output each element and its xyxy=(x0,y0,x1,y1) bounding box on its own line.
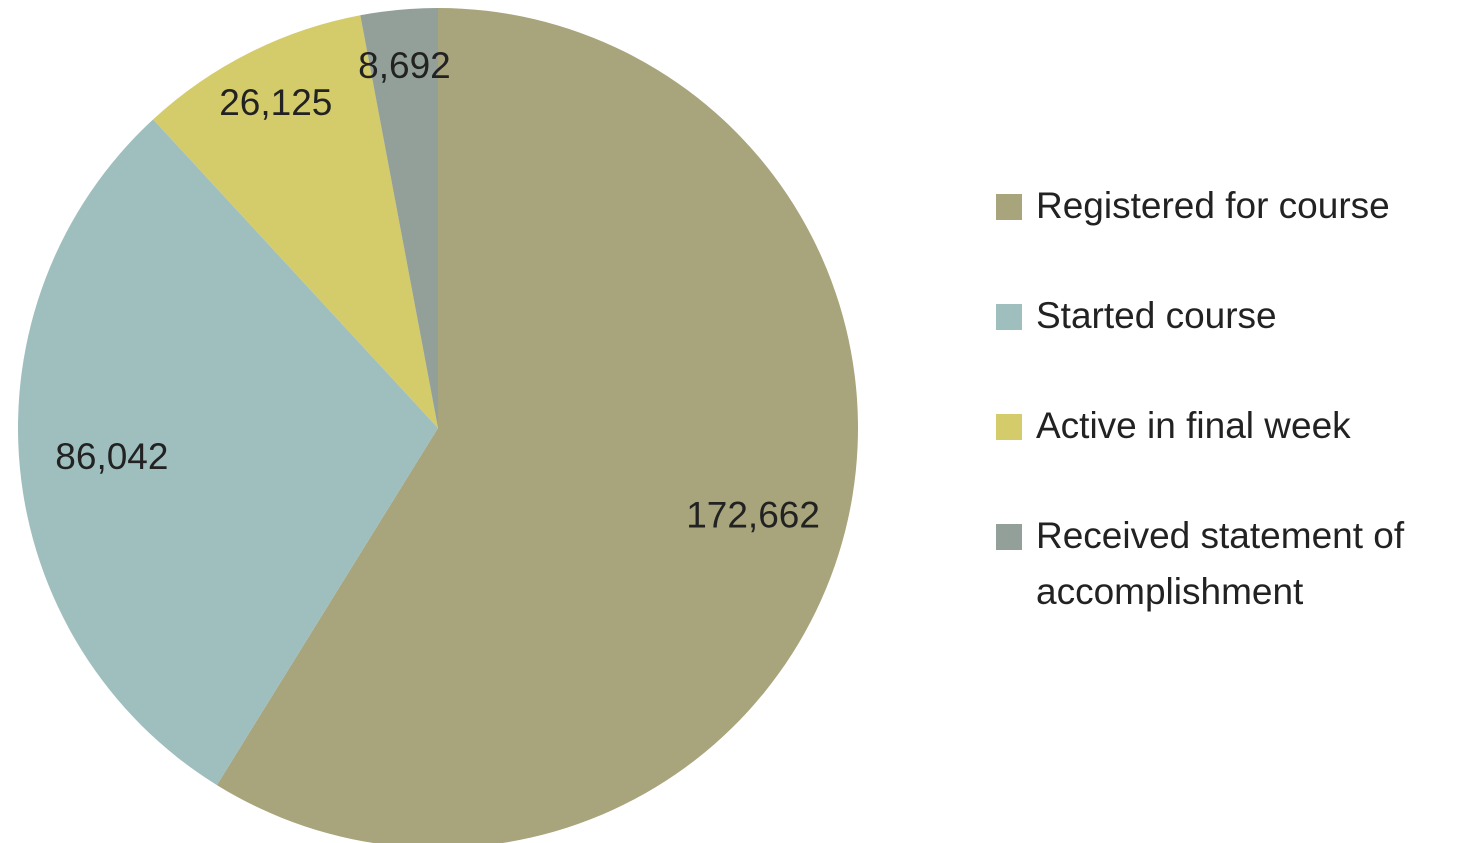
pie-slice xyxy=(216,8,858,843)
legend-item: Received statement of accomplishment xyxy=(996,508,1476,620)
data-label: 26,125 xyxy=(219,82,332,123)
legend-item: Active in final week xyxy=(996,398,1476,454)
legend-swatch xyxy=(996,524,1022,550)
data-label: 172,662 xyxy=(686,494,820,535)
pie-slice xyxy=(360,8,438,428)
legend-swatch xyxy=(996,304,1022,330)
legend-item: Started course xyxy=(996,288,1476,344)
legend-label: Started course xyxy=(1036,295,1277,336)
legend-label: Received statement of accomplishment xyxy=(1036,515,1405,612)
legend-swatch xyxy=(996,194,1022,220)
data-label: 8,692 xyxy=(358,45,451,86)
pie-slice xyxy=(153,15,438,428)
legend-item: Registered for course xyxy=(996,178,1476,234)
pie-slice xyxy=(17,119,438,786)
data-label: 86,042 xyxy=(55,436,168,477)
legend-swatch xyxy=(996,414,1022,440)
legend-label: Registered for course xyxy=(1036,185,1390,226)
legend: Registered for course Started course Activ… xyxy=(996,178,1476,674)
legend-label: Active in final week xyxy=(1036,405,1351,446)
